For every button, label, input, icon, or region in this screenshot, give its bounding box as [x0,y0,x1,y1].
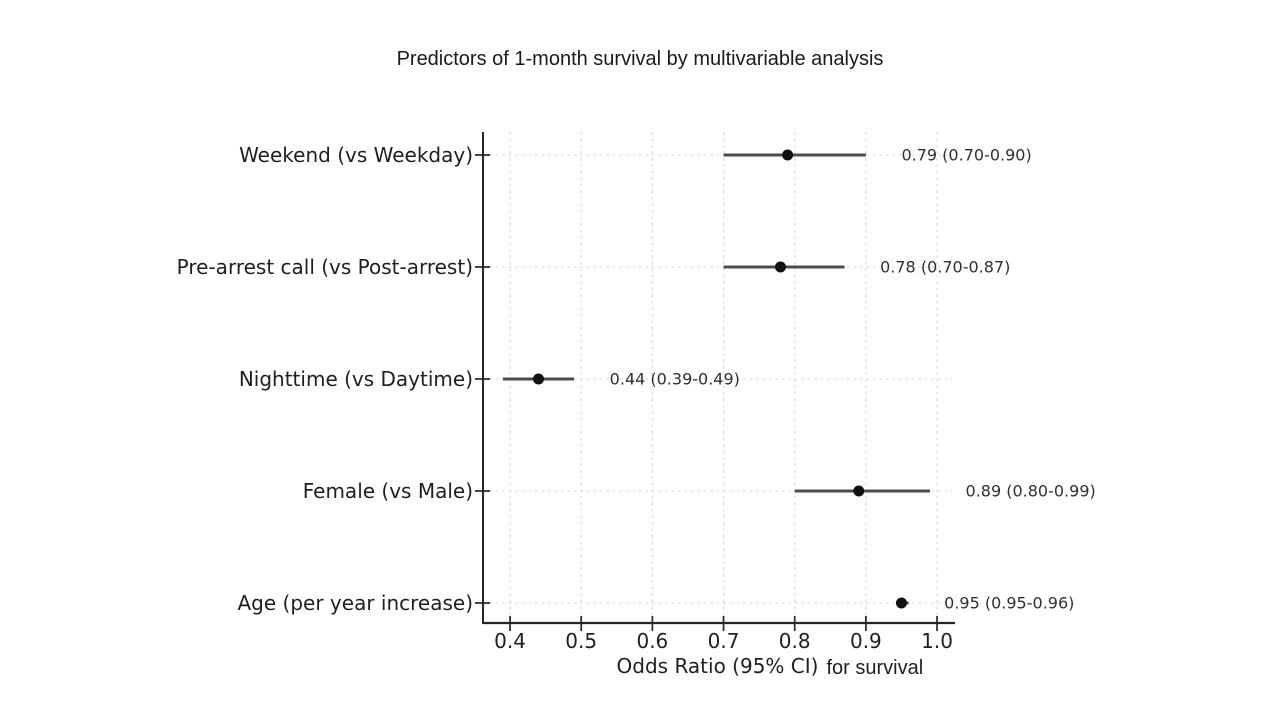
x-tick-label: 0.6 [636,629,668,653]
category-label: Nighttime (vs Daytime) [239,367,473,391]
chart-title: Predictors of 1-month survival by multiv… [396,48,884,70]
category-label: Female (vs Male) [303,479,473,503]
annotation-label: 0.79 (0.70-0.90) [901,146,1031,165]
odds-ratio-marker [774,261,786,273]
category-label: Pre-arrest call (vs Post-arrest) [177,255,473,279]
x-tick-label: 0.5 [565,629,597,653]
x-tick-label: 0.8 [779,629,811,653]
odds-ratio-marker [895,597,907,609]
x-tick-label: 1.0 [921,629,953,653]
category-label: Age (per year increase) [238,591,474,615]
x-tick-label: 0.7 [708,629,740,653]
annotation-label: 0.44 (0.39-0.49) [610,370,740,389]
odds-ratio-marker [533,373,545,385]
x-axis-label-suffix: for survival [826,657,923,679]
odds-ratio-marker [853,485,865,497]
x-tick-label: 0.4 [494,629,526,653]
odds-ratio-marker [782,149,794,161]
x-tick-label: 0.9 [850,629,882,653]
category-label: Weekend (vs Weekday) [239,143,473,167]
annotation-label: 0.78 (0.70-0.87) [880,258,1010,277]
annotation-label: 0.95 (0.95-0.96) [944,594,1074,613]
x-axis-label: Odds Ratio (95% CI) [617,654,819,678]
annotation-label: 0.89 (0.80-0.99) [966,482,1096,501]
